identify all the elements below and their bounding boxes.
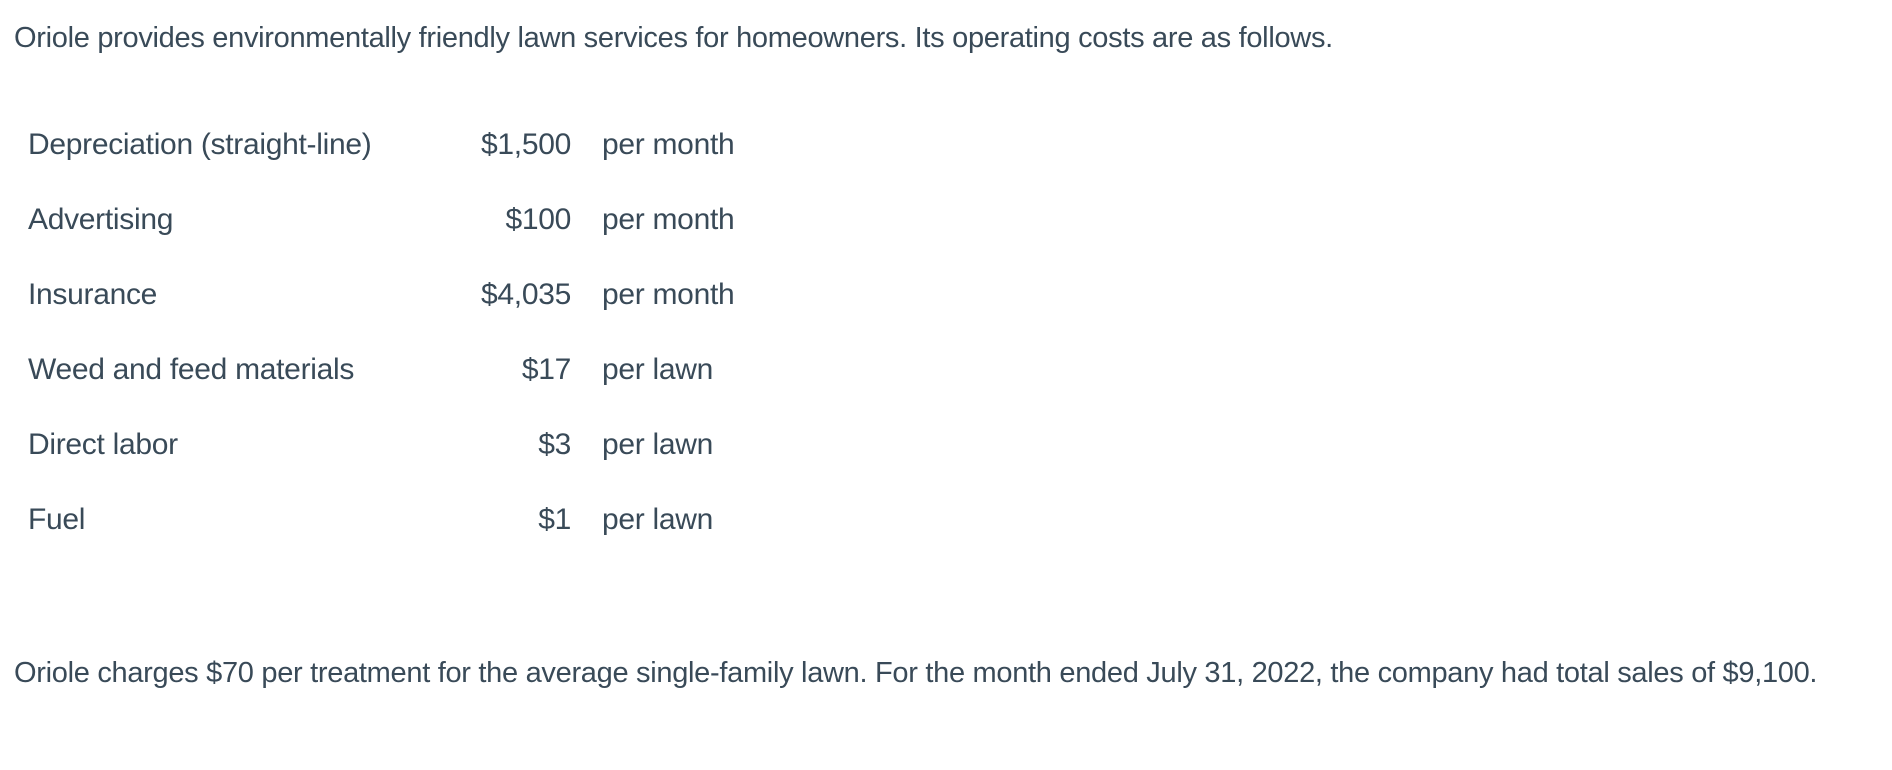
cost-amount: $100 [505,203,571,236]
cost-amount: $17 [521,353,571,386]
cost-label: Fuel [28,503,86,536]
cost-label: Direct labor [28,428,178,461]
cost-label: Depreciation (straight-line) [28,128,372,161]
cost-amount: $4,035 [481,278,571,311]
cost-unit: per month [602,203,735,236]
cost-unit: per lawn [602,503,713,536]
operating-costs-table: Depreciation (straight-line) $1,500 per … [28,130,1892,580]
cost-unit: per lawn [602,428,713,461]
cost-unit: per month [602,278,735,311]
cost-label: Insurance [28,278,158,311]
cost-label: Weed and feed materials [28,353,355,386]
closing-paragraph: Oriole charges $70 per treatment for the… [14,657,1818,689]
cost-label: Advertising [28,203,174,236]
cost-amount: $1 [538,503,571,536]
cost-unit: per lawn [602,353,713,386]
cost-unit: per month [602,128,735,161]
cost-amount: $1,500 [481,128,571,161]
intro-paragraph: Oriole provides environmentally friendly… [14,22,1333,54]
cost-amount: $3 [538,428,571,461]
